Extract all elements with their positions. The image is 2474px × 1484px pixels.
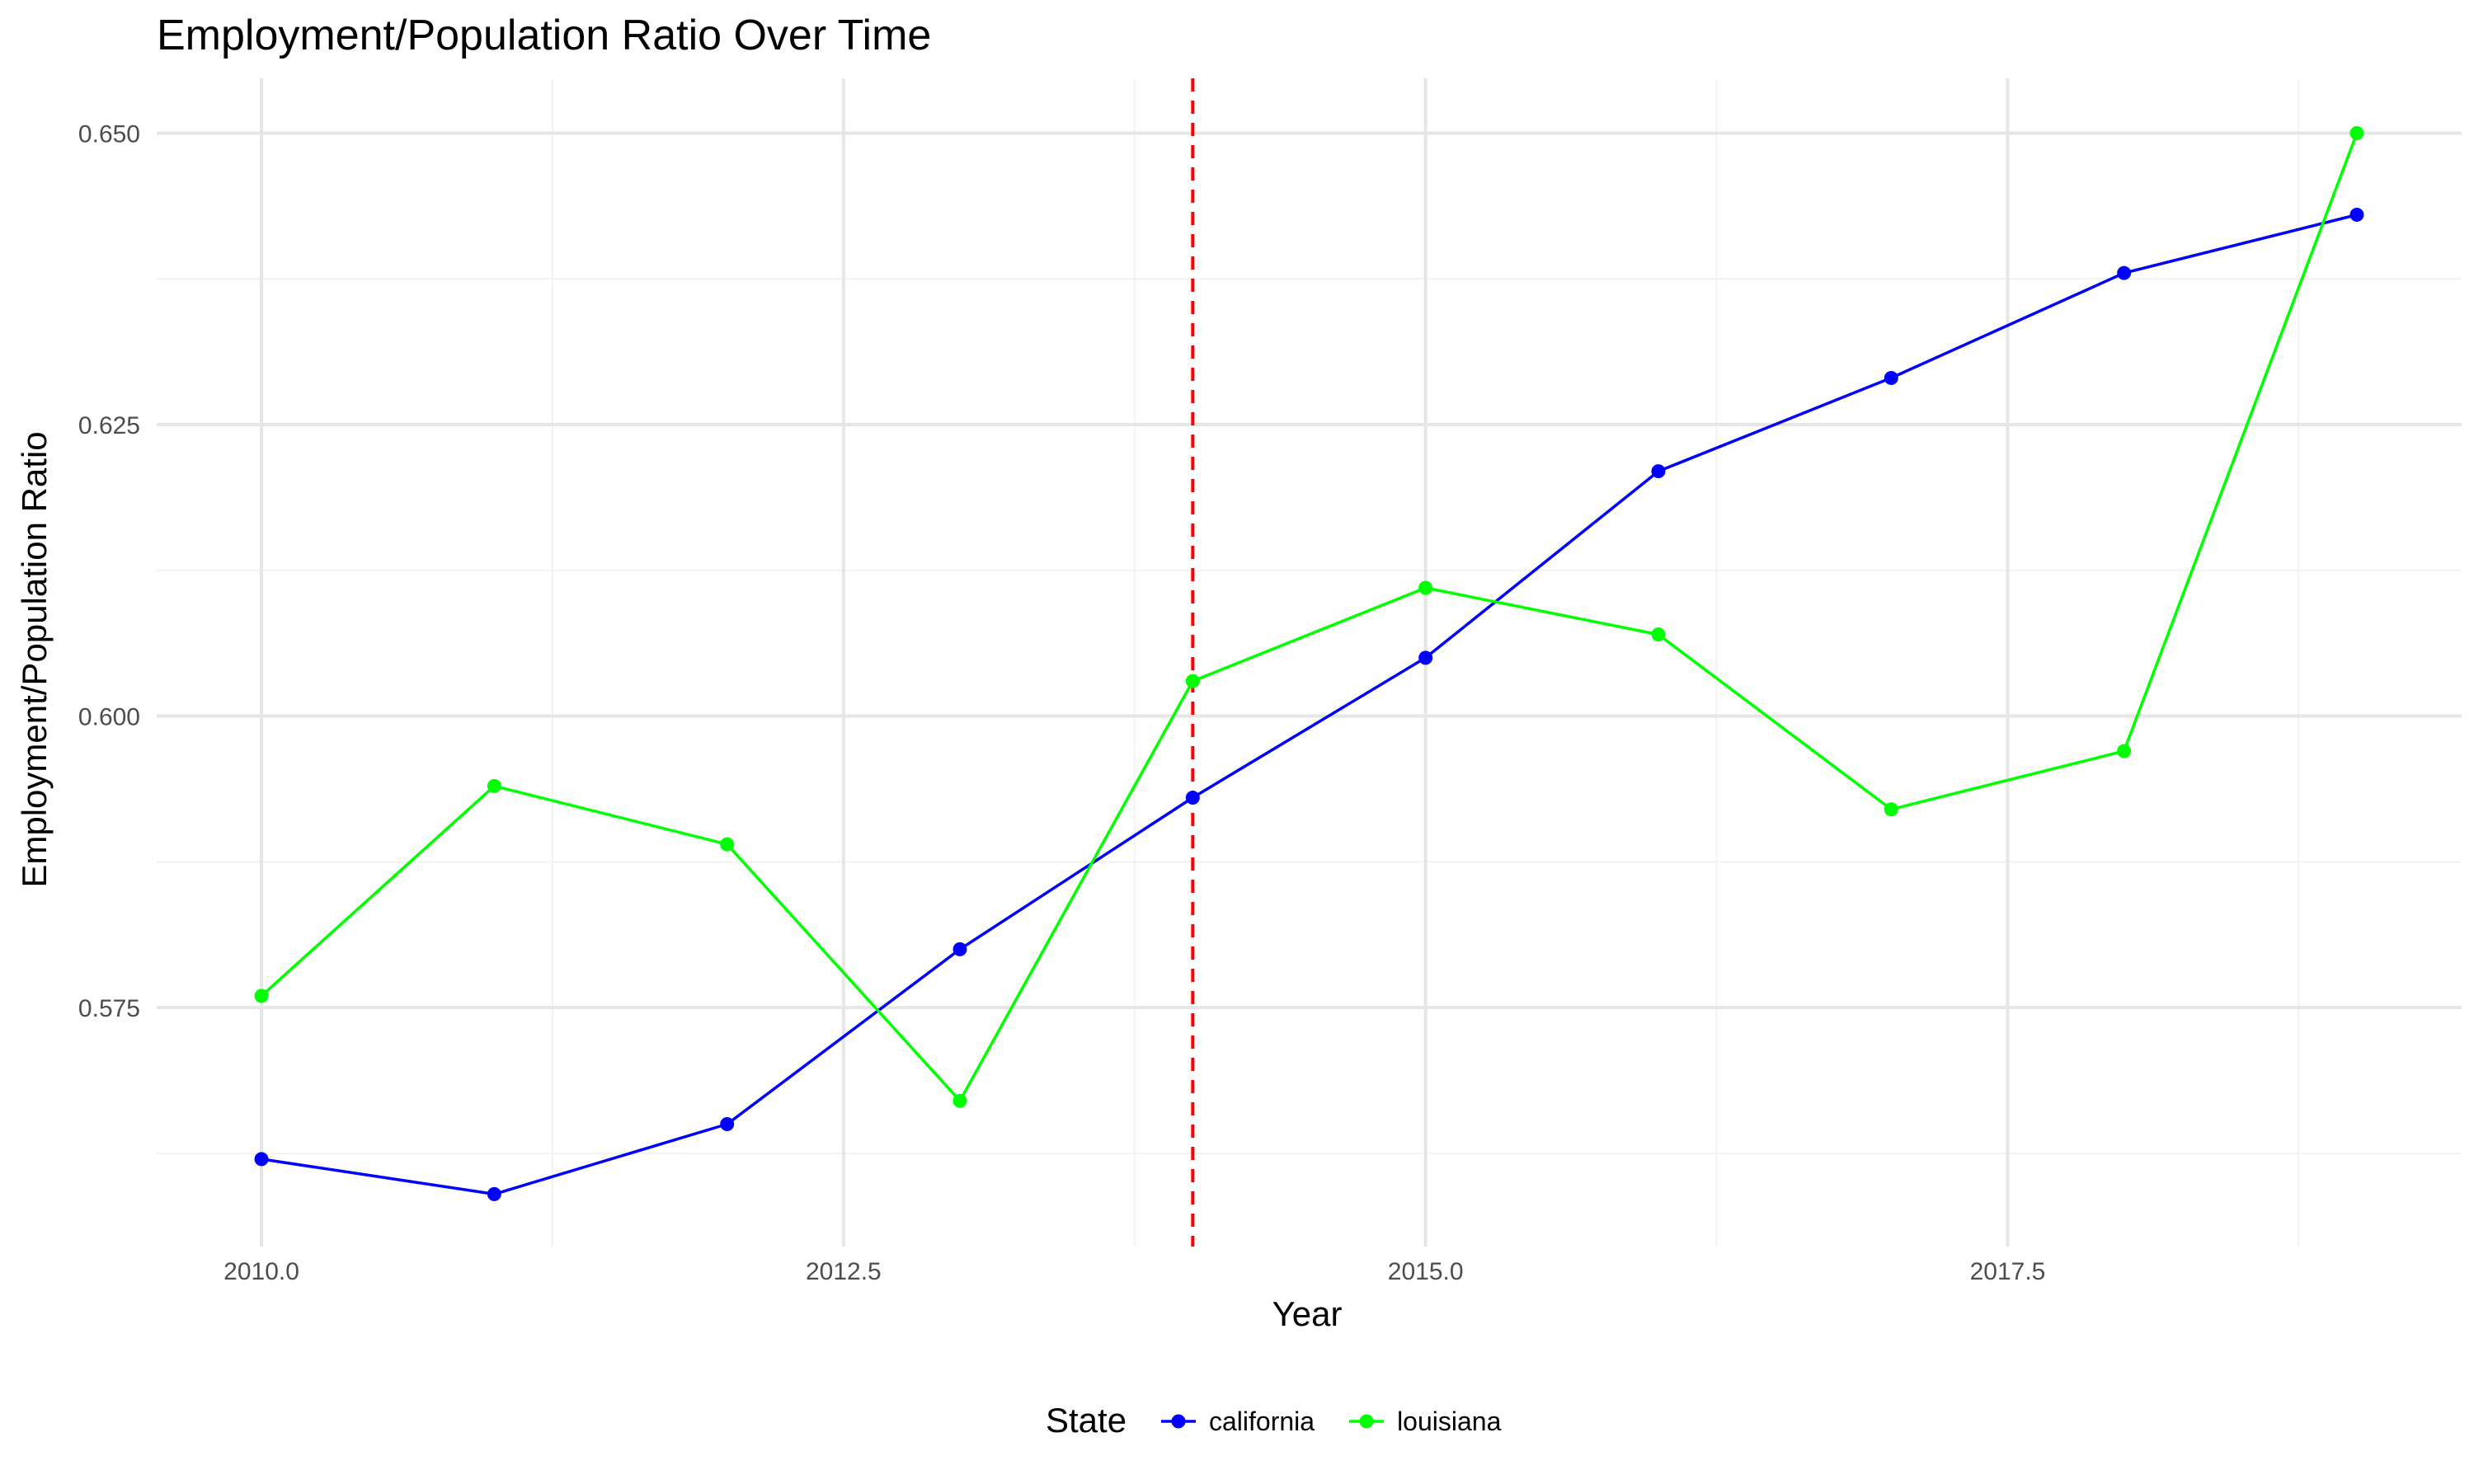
data-point-california [1651, 464, 1666, 479]
data-point-california [254, 1152, 269, 1167]
data-point-louisiana [1418, 580, 1433, 595]
legend-title: State [1046, 1401, 1126, 1439]
legend: State california louisiana [1046, 1401, 1502, 1439]
data-point-california [952, 942, 967, 956]
legend-items: california louisiana [1161, 1407, 1502, 1436]
data-point-louisiana [720, 837, 735, 852]
legend-label-california: california [1209, 1407, 1315, 1436]
x-tick-labels: 2010.0 2012.5 2015.0 2017.5 [223, 1258, 2045, 1285]
data-point-california [1185, 791, 1200, 805]
legend-label-louisiana: louisiana [1397, 1407, 1502, 1436]
data-point-california [2117, 265, 2132, 280]
data-point-california [720, 1117, 735, 1132]
x-tick-label: 2017.5 [1970, 1258, 2046, 1285]
series-points [254, 125, 2364, 1201]
data-point-louisiana [2117, 744, 2132, 758]
series-line-louisiana [260, 132, 2359, 1102]
data-point-louisiana [1884, 802, 1898, 817]
y-tick-label: 0.575 [78, 995, 140, 1022]
data-point-louisiana [254, 989, 269, 1003]
data-point-louisiana [1185, 674, 1200, 688]
y-tick-labels: 0.575 0.600 0.625 0.650 [78, 120, 140, 1022]
data-point-california [1418, 650, 1433, 665]
data-point-louisiana [487, 778, 501, 793]
chart-title: Employment/Population Ratio Over Time [157, 12, 931, 59]
x-tick-label: 2015.0 [1388, 1258, 1464, 1285]
data-point-louisiana [2349, 125, 2364, 140]
y-tick-label: 0.600 [78, 704, 140, 731]
y-tick-label: 0.625 [78, 412, 140, 439]
minor-gridlines [157, 78, 2462, 1247]
major-gridlines [157, 78, 2462, 1247]
y-tick-label: 0.650 [78, 120, 140, 148]
data-point-louisiana [1651, 627, 1666, 642]
y-axis-title: Employment/Population Ratio [15, 431, 54, 887]
data-point-california [487, 1186, 501, 1201]
x-tick-label: 2012.5 [806, 1258, 882, 1285]
data-point-louisiana [952, 1093, 967, 1108]
x-axis-title: Year [1272, 1294, 1343, 1333]
legend-key-point-louisiana [1359, 1414, 1374, 1429]
legend-key-point-california [1171, 1414, 1186, 1429]
data-point-california [2349, 207, 2364, 222]
series-line-california [261, 213, 2358, 1196]
x-tick-label: 2010.0 [223, 1258, 299, 1285]
series-lines [260, 132, 2359, 1196]
data-point-california [1884, 370, 1898, 385]
